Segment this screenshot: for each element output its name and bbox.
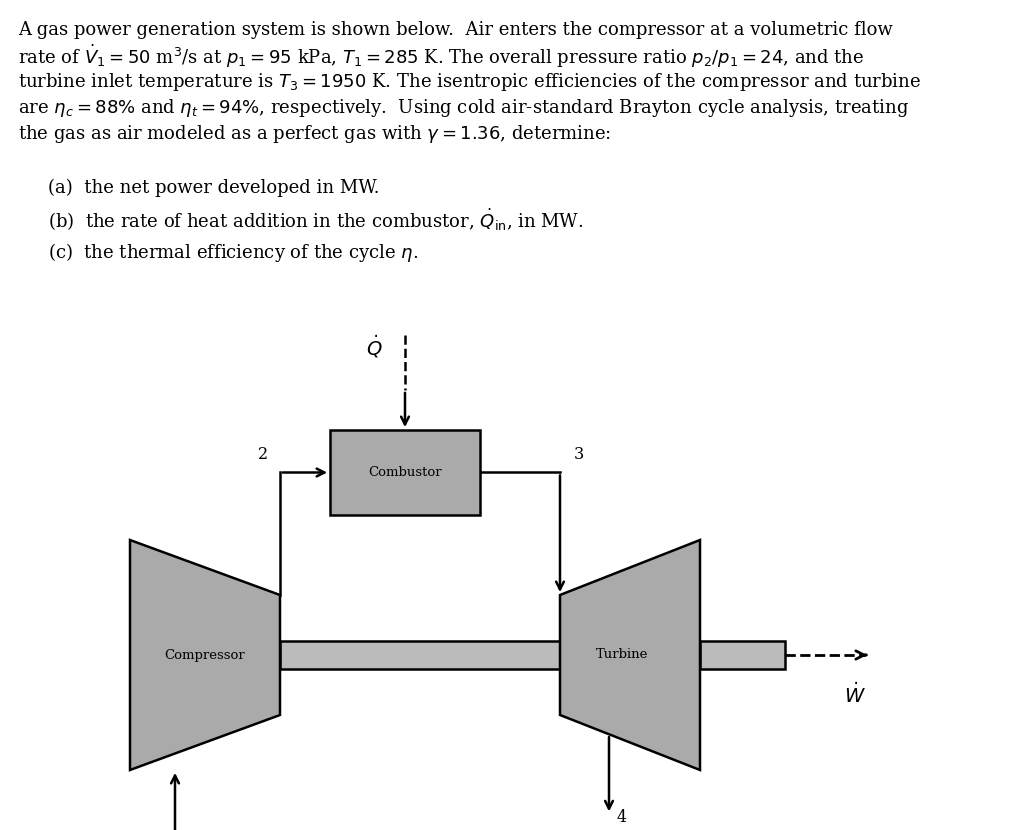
Text: $\dot{Q}$: $\dot{Q}$	[367, 334, 383, 360]
Polygon shape	[560, 540, 700, 770]
Text: Turbine: Turbine	[596, 648, 648, 662]
Text: 2: 2	[258, 446, 268, 463]
Text: (b)  the rate of heat addition in the combustor, $\dot{Q}_{\rm in}$, in MW.: (b) the rate of heat addition in the com…	[48, 207, 584, 233]
Text: (c)  the thermal efficiency of the cycle $\eta$.: (c) the thermal efficiency of the cycle …	[48, 241, 419, 263]
Text: turbine inlet temperature is $T_3 = 1950$ K. The isentropic efficiencies of the : turbine inlet temperature is $T_3 = 1950…	[18, 71, 921, 93]
Text: are $\eta_c = 88\%$ and $\eta_t = 94\%$, respectively.  Using cold air-standard : are $\eta_c = 88\%$ and $\eta_t = 94\%$,…	[18, 97, 909, 119]
Text: Combustor: Combustor	[369, 466, 441, 479]
Polygon shape	[130, 540, 280, 770]
Text: Compressor: Compressor	[165, 648, 246, 662]
Text: A gas power generation system is shown below.  Air enters the compressor at a vo: A gas power generation system is shown b…	[18, 21, 893, 39]
Text: the gas as air modeled as a perfect gas with $\gamma = 1.36$, determine:: the gas as air modeled as a perfect gas …	[18, 123, 611, 145]
Bar	[280, 641, 560, 669]
Text: $\dot{W}$: $\dot{W}$	[844, 683, 866, 707]
Bar	[330, 430, 480, 515]
Bar	[700, 641, 785, 669]
Text: 4: 4	[617, 809, 627, 826]
Text: rate of $\dot{V}_1 = 50$ m$^3$/s at $p_1 = 95$ kPa, $T_1 = 285$ K. The overall p: rate of $\dot{V}_1 = 50$ m$^3$/s at $p_1…	[18, 42, 864, 70]
Text: 3: 3	[574, 446, 585, 463]
Text: (a)  the net power developed in MW.: (a) the net power developed in MW.	[48, 179, 380, 197]
